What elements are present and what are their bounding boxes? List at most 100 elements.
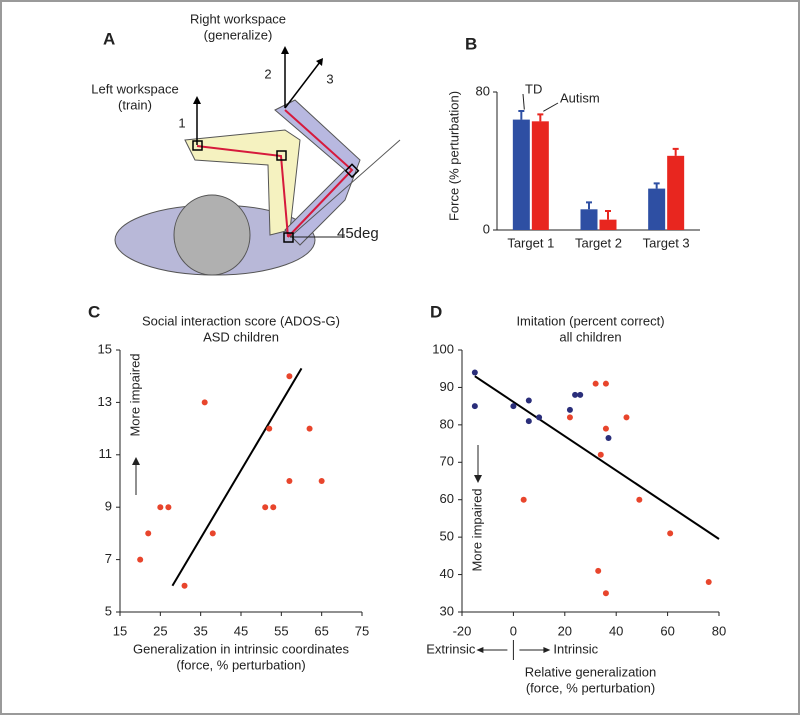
error-bar [653, 182, 660, 189]
arrow-head [476, 647, 484, 653]
target-label: 2 [264, 66, 271, 81]
point [525, 418, 532, 425]
y-tick-label: 13 [98, 394, 112, 409]
x-tick-label: 15 [113, 623, 127, 638]
panel-a-drawing [114, 46, 401, 276]
direction-label: Intrinsic [553, 641, 598, 656]
point [471, 369, 478, 376]
x-tick-label: 55 [274, 623, 288, 638]
direction-label: Extrinsic [426, 641, 476, 656]
y-tick-label: 70 [440, 454, 454, 469]
panel-label: C [88, 302, 100, 321]
arrow [284, 61, 321, 109]
chart-title: Social interaction score (ADOS-G) [142, 313, 340, 328]
x-tick-label: -20 [453, 623, 472, 638]
point [306, 425, 313, 432]
target-label: 3 [326, 71, 333, 86]
angle-label: 45deg [337, 225, 379, 242]
bar [531, 121, 549, 230]
point [157, 504, 164, 511]
point [636, 496, 643, 503]
point [318, 478, 325, 484]
chart-subtitle: ASD children [203, 329, 279, 344]
joint-marker [283, 232, 294, 243]
point [137, 556, 144, 563]
panel-label: D [430, 302, 442, 321]
panel-label: B [465, 34, 477, 53]
point [536, 414, 543, 421]
point [605, 434, 612, 441]
x-tick-label: 60 [660, 623, 674, 638]
point [572, 391, 579, 398]
point [201, 399, 208, 406]
x-tick-label: 45 [234, 623, 248, 638]
y-tick-label: 50 [440, 529, 454, 544]
point [566, 414, 573, 421]
y-tick-label: 11 [99, 446, 113, 461]
chart-title: Imitation (percent correct) [516, 313, 664, 328]
x-axis-label: Relative generalization [525, 664, 657, 679]
bar [648, 188, 666, 230]
bar [512, 119, 530, 230]
point [510, 403, 517, 410]
y-tick-label: 90 [440, 379, 454, 394]
x-axis-label: Generalization in intrinsic coordinates [133, 641, 350, 656]
reference-line [289, 139, 401, 238]
legend-label: Autism [560, 90, 600, 105]
arm-segment [196, 145, 289, 238]
point [145, 530, 152, 537]
point [667, 530, 674, 537]
point [602, 590, 609, 597]
y-tick-label: 7 [105, 551, 112, 566]
y-tick-label: 9 [105, 499, 112, 514]
y-tick-label: 5 [105, 603, 112, 618]
arrow-head [543, 647, 551, 653]
y-tick-label: 80 [476, 83, 490, 98]
x-tick-label: Target 1 [507, 235, 554, 250]
left-arm [184, 129, 301, 236]
y-tick-label: 60 [440, 491, 454, 506]
point [286, 478, 293, 484]
bar [580, 209, 598, 230]
error-bar [672, 147, 679, 156]
point [270, 504, 277, 511]
y-tick-label: 100 [432, 341, 454, 356]
point [623, 414, 630, 421]
error-bar [586, 201, 592, 210]
y-tick-label: 30 [440, 603, 454, 618]
legend-leader [543, 102, 559, 112]
point [602, 425, 609, 432]
bar [667, 155, 685, 230]
annotation: More impaired [469, 488, 484, 571]
point [525, 397, 532, 404]
error-bar [605, 210, 611, 220]
bar [599, 219, 617, 230]
point [597, 451, 604, 458]
point [266, 425, 273, 432]
x-tick-label: 35 [193, 623, 207, 638]
error-bar [537, 113, 544, 122]
point [592, 380, 599, 387]
target-label: 1 [178, 115, 185, 130]
x-tick-label: 25 [153, 623, 167, 638]
x-tick-label: 80 [712, 623, 726, 638]
legend-leader [522, 93, 525, 110]
joint-marker [276, 150, 287, 161]
point [602, 380, 609, 387]
panel-label: A [103, 29, 115, 48]
x-tick-label: 40 [609, 623, 623, 638]
x-tick-label: Target 2 [575, 235, 622, 250]
fit-line [171, 367, 303, 587]
y-tick-label: 15 [98, 341, 112, 356]
point [181, 582, 188, 589]
x-axis-label: (force, % perturbation) [526, 680, 655, 695]
point [471, 403, 478, 410]
annotation: More impaired [127, 353, 142, 436]
point [262, 504, 269, 511]
x-tick-label: Target 3 [643, 235, 690, 250]
arrow-head [193, 96, 201, 104]
arrow-head [281, 46, 289, 54]
point [520, 496, 527, 503]
